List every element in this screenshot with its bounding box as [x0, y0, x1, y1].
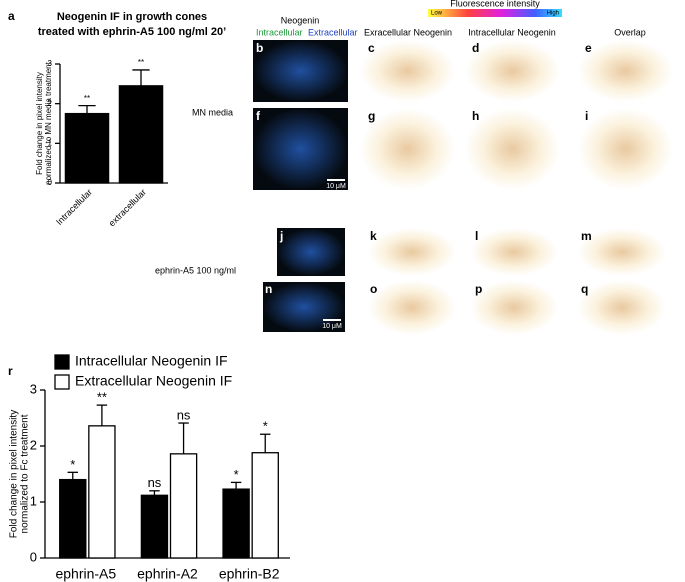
panel-label: f	[256, 109, 261, 123]
column-header: Intracellular Neogenin	[468, 27, 556, 37]
micrographs	[253, 9, 673, 335]
scale-bar: 10 μM	[322, 323, 342, 330]
panel-label: n	[265, 282, 272, 296]
x-tick-label: extracellular	[107, 187, 148, 228]
panel-label: b	[256, 41, 263, 55]
bar	[169, 453, 198, 559]
panel-label: h	[472, 109, 479, 123]
y-tick-label: 3	[48, 59, 53, 68]
panel-label: o	[370, 282, 377, 296]
y-axis-label: normalized to Fc treatment	[20, 414, 31, 533]
colorbar-low: Low	[431, 11, 443, 17]
legend-label: Extracellular Neogenin IF	[75, 373, 232, 389]
colorbar-title: Fluorescence intensity	[450, 0, 540, 8]
y-tick-label: 0	[30, 549, 37, 564]
panel-label: m	[581, 229, 592, 243]
bar	[251, 452, 279, 559]
significance-label: ns	[177, 407, 191, 422]
significance-label: **	[97, 390, 107, 405]
legend-swatch	[54, 354, 70, 370]
y-tick-label: 2	[48, 99, 53, 108]
bar	[88, 425, 116, 559]
significance-label: **	[84, 94, 90, 103]
y-axis-label: normalized to MN media treatment	[44, 61, 53, 184]
bar	[140, 494, 169, 559]
row-label: ephrin-A5 100 ng/ml	[155, 265, 236, 275]
x-tick-label: ephrin-B2	[219, 566, 280, 582]
significance-label: ns	[148, 475, 162, 490]
y-tick-label: 0	[48, 178, 53, 187]
y-tick-label: 3	[30, 381, 37, 396]
stain-label: Extracellular	[308, 27, 358, 37]
panel-label: q	[581, 282, 588, 296]
row-label: MN media	[192, 107, 233, 117]
x-tick-label: Intracellular	[54, 187, 94, 227]
significance-label: *	[70, 457, 75, 472]
column-header: Overlap	[614, 27, 646, 37]
y-tick-label: 1	[48, 138, 53, 147]
significance-label: *	[263, 419, 268, 434]
colorbar-high: High	[547, 11, 559, 17]
stain-label: Intracellular	[256, 27, 303, 37]
panel-label: i	[585, 109, 588, 123]
panel-label: j	[279, 229, 283, 243]
panel-label: k	[370, 229, 377, 243]
panel-label: l	[475, 229, 478, 243]
bar	[222, 488, 250, 559]
column-header: Exracellular Neogenin	[364, 27, 452, 37]
panel-label: d	[472, 41, 479, 55]
y-axis-label: Fold change in pixel intensity	[35, 72, 44, 175]
significance-label: *	[234, 467, 239, 482]
panel-label: c	[368, 41, 375, 55]
panel-label: e	[585, 41, 592, 55]
stain-label: Neogenin	[281, 15, 320, 25]
scale-bar: 10 μM	[326, 183, 346, 190]
panel-label: g	[368, 109, 375, 123]
y-tick-label: 2	[30, 437, 37, 452]
y-axis-label: Fold change in pixel intensity	[9, 410, 20, 538]
bar	[59, 478, 87, 559]
y-tick-label: 1	[30, 493, 37, 508]
x-tick-label: ephrin-A5	[55, 566, 116, 582]
chart-title: treated with ephrin-A5 100 ng/ml 20’	[38, 26, 226, 38]
legend-swatch	[54, 374, 70, 390]
panel-label: r	[8, 364, 13, 378]
legend-label: Intracellular Neogenin IF	[75, 353, 228, 369]
panel-label: p	[475, 282, 482, 296]
x-tick-label: ephrin-A2	[137, 566, 198, 582]
panel-label: a	[8, 9, 15, 23]
significance-label: **	[138, 58, 144, 67]
bar	[118, 85, 164, 184]
chart-title: Neogenin IF in growth cones	[57, 11, 207, 23]
bar	[64, 112, 110, 184]
